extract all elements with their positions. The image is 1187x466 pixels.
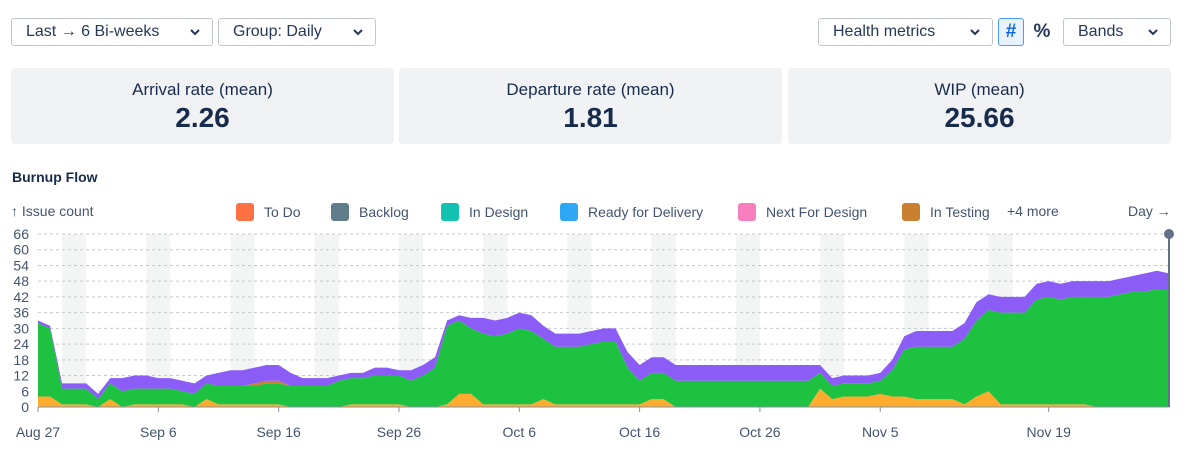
legend-swatch: [331, 203, 349, 221]
percent-mode-button[interactable]: %: [1029, 18, 1055, 46]
bands-dropdown[interactable]: Bands: [1063, 18, 1171, 46]
group-dropdown[interactable]: Group: Daily: [218, 18, 376, 46]
y-tick-label: 0: [21, 399, 29, 415]
legend-swatch: [738, 203, 756, 221]
date-range-dropdown[interactable]: Last → 6 Bi-weeks: [11, 18, 213, 46]
chart-legend: ↑ Issue count To Do Backlog In Design Re…: [0, 203, 1187, 223]
area-series-green: [38, 289, 1169, 407]
current-day-handle: [1164, 229, 1174, 239]
y-tick-label: 42: [13, 289, 29, 305]
weekend-band: [904, 234, 929, 407]
arrival-rate-card: Arrival rate (mean) 2.26: [11, 68, 394, 144]
metric-value: 25.66: [944, 102, 1015, 133]
x-tick-label: Oct 16: [619, 424, 660, 440]
x-tick-label: Nov 5: [862, 424, 899, 440]
weekend-band: [483, 234, 508, 407]
legend-swatch: [441, 203, 459, 221]
y-tick-label: 60: [13, 242, 29, 258]
percent-icon: %: [1033, 21, 1051, 42]
weekend-band: [146, 234, 171, 407]
area-series-purple: [38, 270, 1169, 400]
legend-item-ready-for-delivery[interactable]: Ready for Delivery: [560, 203, 703, 221]
metric-value: 2.26: [175, 102, 230, 133]
date-range-label: Last → 6 Bi-weeks: [26, 23, 160, 40]
health-metrics-label: Health metrics: [833, 23, 936, 40]
y-tick-label: 66: [13, 226, 29, 242]
bands-label: Bands: [1078, 23, 1124, 40]
hash-icon: #: [1005, 21, 1017, 42]
x-tick-label: Sep 16: [256, 424, 301, 440]
y-tick-label: 18: [13, 352, 29, 368]
metric-value: 1.81: [563, 102, 618, 133]
y-tick-label: 36: [13, 305, 29, 321]
chevron-down-icon: [190, 29, 200, 36]
y-tick-label: 54: [13, 257, 29, 273]
weekend-band: [230, 234, 255, 407]
weekend-band: [314, 234, 339, 407]
chevron-down-icon: [353, 29, 363, 36]
legend-item-backlog[interactable]: Backlog: [331, 203, 409, 221]
y-tick-label: 48: [13, 273, 29, 289]
group-label: Group: Daily: [233, 23, 322, 40]
wip-card: WIP (mean) 25.66: [788, 68, 1171, 144]
weekend-band: [398, 234, 424, 407]
y-tick-label: 24: [13, 336, 29, 352]
x-tick-label: Oct 6: [503, 424, 537, 440]
weekend-band: [567, 234, 592, 407]
legend-swatch: [902, 203, 920, 221]
weekend-band: [651, 234, 676, 407]
y-tick-label: 6: [21, 383, 29, 399]
x-tick-label: Sep 26: [377, 424, 422, 440]
legend-item-next-for-design[interactable]: Next For Design: [738, 203, 867, 221]
legend-more-link[interactable]: +4 more: [1007, 203, 1059, 219]
weekend-band: [735, 234, 760, 407]
y-axis-label: ↑ Issue count: [11, 203, 94, 219]
count-mode-button[interactable]: #: [998, 18, 1024, 46]
x-tick-label: Aug 27: [16, 424, 61, 440]
x-axis-granularity-control[interactable]: Day →: [1128, 203, 1171, 219]
legend-swatch: [236, 203, 254, 221]
chevron-down-icon: [1148, 29, 1158, 36]
x-tick-label: Oct 26: [739, 424, 780, 440]
health-metrics-dropdown[interactable]: Health metrics: [818, 18, 993, 46]
weekend-band: [820, 234, 845, 407]
metric-label: Departure rate (mean): [506, 80, 675, 99]
legend-item-to-do[interactable]: To Do: [236, 203, 301, 221]
chart-title: Burnup Flow: [12, 169, 98, 185]
y-tick-label: 30: [13, 320, 29, 336]
area-series-brown: [38, 289, 1169, 400]
weekend-band: [988, 234, 1013, 407]
y-tick-label: 12: [13, 368, 29, 384]
x-tick-label: Sep 6: [140, 424, 177, 440]
chevron-down-icon: [970, 29, 980, 36]
x-tick-label: Nov 19: [1027, 424, 1072, 440]
area-series-orange: [38, 388, 1169, 407]
departure-rate-card: Departure rate (mean) 1.81: [399, 68, 782, 144]
metric-label: Arrival rate (mean): [132, 80, 273, 99]
legend-item-in-testing[interactable]: In Testing: [902, 203, 990, 221]
legend-item-in-design[interactable]: In Design: [441, 203, 528, 221]
weekend-band: [62, 234, 87, 407]
legend-swatch: [560, 203, 578, 221]
metric-label: WIP (mean): [934, 80, 1025, 99]
